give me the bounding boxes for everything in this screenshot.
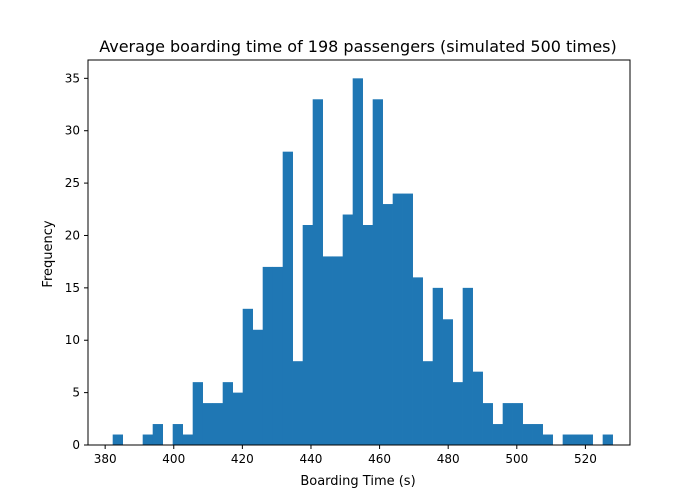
histogram-bar (582, 434, 593, 445)
histogram-bar (232, 392, 243, 445)
histogram-bar (472, 371, 483, 445)
histogram-bar (402, 193, 413, 445)
histogram-bar (192, 382, 203, 445)
x-tick-label: 520 (574, 452, 597, 466)
histogram-bar (342, 214, 353, 445)
histogram-bar (602, 434, 613, 445)
histogram-bar (202, 403, 213, 445)
y-tick-label: 0 (72, 438, 80, 452)
histogram-bar (332, 256, 343, 445)
histogram-bar (172, 424, 183, 445)
histogram-bar (312, 99, 323, 446)
histogram-bar (562, 434, 573, 445)
histogram-bar (512, 403, 523, 445)
histogram-bar (482, 403, 493, 445)
histogram-bar (542, 434, 553, 445)
histogram-bar (252, 329, 263, 445)
histogram-bar (502, 403, 513, 445)
y-tick-label: 30 (65, 124, 80, 138)
histogram-bar (422, 361, 433, 445)
histogram-bar (382, 204, 393, 445)
histogram-bar (112, 434, 123, 445)
y-tick-label: 15 (65, 281, 80, 295)
histogram-bar (392, 193, 403, 445)
histogram-bar (432, 287, 443, 445)
histogram-bar (142, 434, 153, 445)
histogram-bar (282, 151, 293, 445)
x-axis: 380 400 420 440 460 480 500 520 (94, 445, 597, 466)
histogram-bar (322, 256, 333, 445)
histogram-bar (522, 424, 533, 445)
x-tick-label: 440 (300, 452, 323, 466)
histogram-bar (292, 361, 303, 445)
histogram-bar (212, 403, 223, 445)
y-tick-label: 20 (65, 228, 80, 242)
histogram-bar (532, 424, 543, 445)
histogram-bars (112, 78, 613, 446)
x-tick-label: 380 (94, 452, 117, 466)
x-tick-label: 420 (231, 452, 254, 466)
y-tick-label: 25 (65, 176, 80, 190)
histogram-bar (222, 382, 233, 445)
histogram-bar (262, 266, 273, 445)
y-tick-label: 10 (65, 333, 80, 347)
histogram-bar (452, 382, 463, 445)
histogram-bar (412, 277, 423, 445)
histogram-bar (442, 319, 453, 445)
histogram-bar (362, 225, 373, 445)
histogram-bar (242, 308, 253, 445)
y-tick-label: 35 (65, 71, 80, 85)
histogram-bar (492, 424, 503, 445)
histogram-bar (372, 99, 383, 446)
x-axis-label: Boarding Time (s) (300, 474, 415, 489)
histogram-bar (152, 424, 163, 445)
histogram-bar (182, 434, 193, 445)
y-axis-label: Frequency (41, 220, 56, 287)
x-tick-label: 480 (437, 452, 460, 466)
histogram-bar (572, 434, 583, 445)
histogram-bar (302, 225, 313, 445)
histogram-bar (352, 78, 363, 445)
y-tick-label: 5 (72, 386, 80, 400)
y-axis: 0 5 10 15 20 25 30 35 (65, 71, 88, 452)
histogram-bar (462, 287, 473, 445)
histogram-bar (272, 266, 283, 445)
plot-frame (87, 59, 631, 446)
x-tick-label: 460 (368, 452, 391, 466)
x-tick-label: 400 (162, 452, 185, 466)
chart-title: Average boarding time of 198 passengers … (99, 37, 617, 56)
x-tick-label: 500 (505, 452, 528, 466)
